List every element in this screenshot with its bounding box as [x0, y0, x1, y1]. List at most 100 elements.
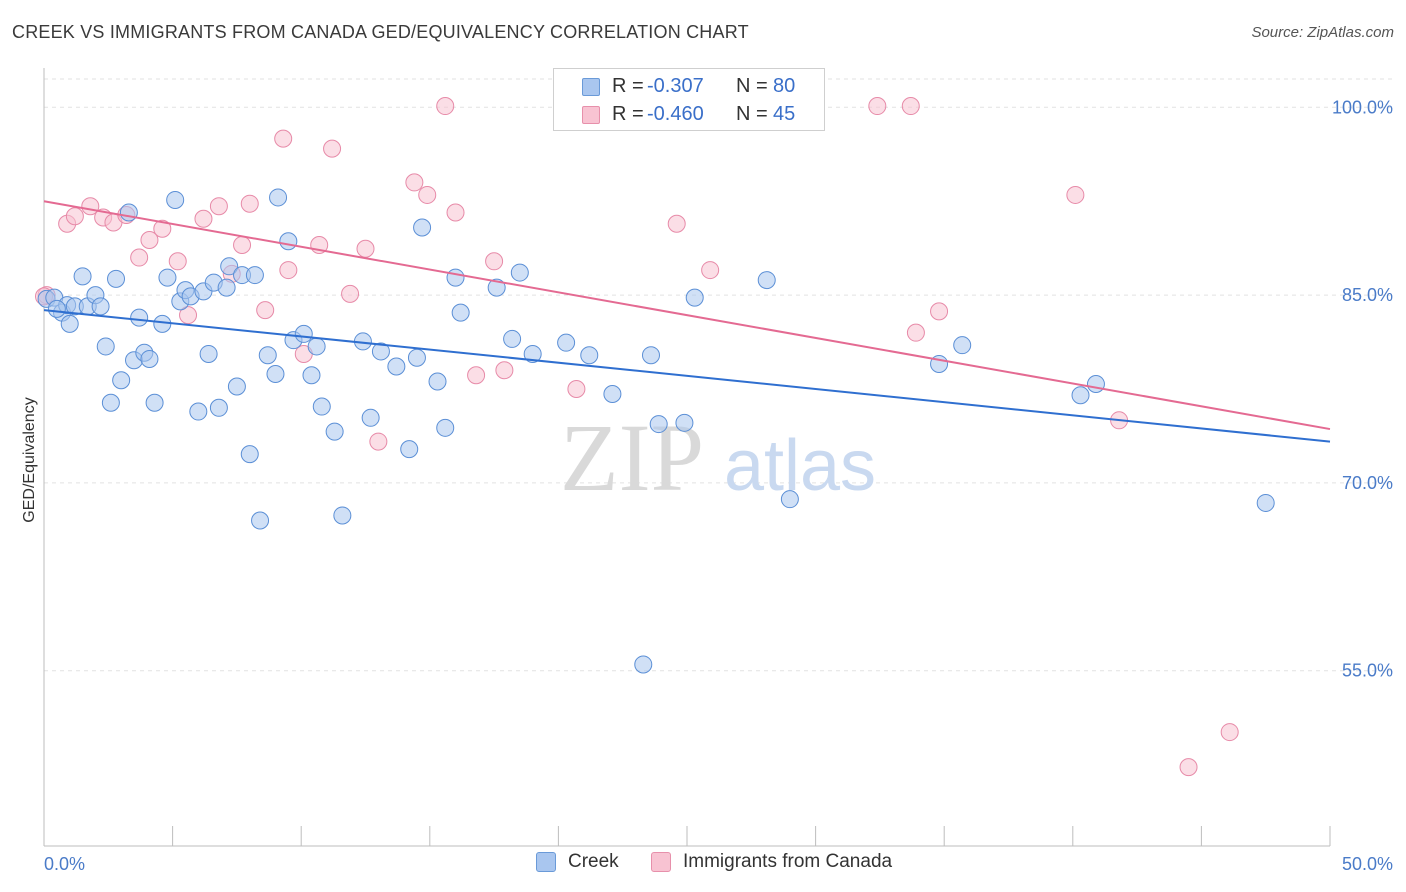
immigrants-point: [446, 203, 465, 222]
y-tick-labels: 55.0% 70.0% 85.0% 100.0%: [1332, 97, 1393, 680]
immigrants-point: [369, 432, 388, 451]
creek-point: [1256, 493, 1275, 512]
creek-point: [641, 346, 660, 365]
immigrants-point: [179, 306, 198, 325]
creek-point: [675, 413, 694, 432]
creek-point: [361, 408, 380, 427]
creek-point: [780, 490, 799, 509]
immigrants-point: [274, 129, 293, 148]
creek-point: [294, 324, 313, 343]
legend-swatch-immigrants: [582, 106, 600, 124]
legend-n-label: N =: [736, 75, 768, 97]
immigrants-point: [341, 284, 360, 303]
legend-swatch-immigrants: [651, 852, 671, 872]
immigrants-point: [436, 97, 455, 116]
legend-r-value: -0.460: [647, 103, 704, 125]
immigrants-point: [1179, 758, 1198, 777]
series-creek-points: [37, 188, 1275, 674]
creek-point: [487, 278, 506, 297]
creek-point: [603, 385, 622, 404]
immigrants-point: [906, 323, 925, 342]
immigrants-point: [405, 173, 424, 192]
creek-point: [279, 232, 298, 251]
immigrants-point: [130, 248, 149, 267]
immigrants-point: [256, 301, 275, 320]
creek-point: [240, 445, 259, 464]
creek-trend-line: [43, 309, 1331, 443]
immigrants-point: [323, 139, 342, 158]
series-legend: Creek Immigrants from Canada: [0, 851, 1406, 879]
immigrants-point: [418, 185, 437, 204]
creek-point: [523, 344, 542, 363]
creek-point: [407, 348, 426, 367]
gridlines: [44, 78, 1394, 672]
creek-point: [91, 297, 110, 316]
creek-point: [96, 337, 115, 356]
creek-point: [153, 314, 172, 333]
legend-item-immigrants[interactable]: Immigrants from Canada: [651, 851, 892, 873]
immigrants-trend-line: [43, 200, 1331, 431]
immigrants-point: [495, 361, 514, 380]
immigrants-point: [930, 302, 949, 321]
immigrants-point: [901, 97, 920, 116]
axes: [43, 68, 1331, 847]
creek-point: [189, 402, 208, 421]
legend-item-creek[interactable]: Creek: [536, 851, 619, 873]
creek-point: [209, 398, 228, 417]
trend-lines: [43, 200, 1331, 443]
immigrants-point: [65, 207, 84, 226]
immigrants-point: [467, 366, 486, 385]
creek-point: [510, 263, 529, 282]
creek-point: [400, 440, 419, 459]
creek-point: [158, 268, 177, 287]
legend-label-immigrants: Immigrants from Canada: [683, 851, 893, 872]
immigrants-point: [279, 261, 298, 280]
immigrants-point: [153, 219, 172, 238]
creek-point: [685, 288, 704, 307]
creek-point: [387, 357, 406, 376]
creek-point: [166, 190, 185, 209]
correlation-legend: R = -0.307 N = 80 R = -0.460 N = 45: [553, 68, 825, 131]
creek-point: [649, 415, 668, 434]
creek-point: [312, 397, 331, 416]
immigrants-point: [233, 236, 252, 255]
y-tick-label: 70.0%: [1342, 473, 1393, 493]
legend-r-value: -0.307: [647, 75, 704, 97]
immigrants-point: [1220, 723, 1239, 742]
creek-point: [302, 366, 321, 385]
creek-point: [227, 377, 246, 396]
creek-point: [107, 269, 126, 288]
immigrants-point: [868, 97, 887, 116]
creek-point: [451, 303, 470, 322]
y-tick-label: 85.0%: [1342, 285, 1393, 305]
legend-r-label: R =: [612, 103, 644, 125]
creek-point: [220, 257, 239, 276]
creek-point: [130, 308, 149, 327]
creek-point: [580, 346, 599, 365]
legend-swatch-creek: [582, 78, 600, 96]
creek-point: [101, 393, 120, 412]
legend-swatch-creek: [536, 852, 556, 872]
legend-n-value: 45: [773, 103, 796, 125]
creek-point: [1086, 375, 1105, 393]
creek-point: [266, 364, 285, 383]
creek-point: [217, 278, 236, 297]
chart-title: CREEK VS IMMIGRANTS FROM CANADA GED/EQUI…: [12, 22, 749, 42]
creek-point: [307, 337, 326, 356]
creek-point: [258, 346, 277, 365]
legend-r-label: R =: [612, 75, 644, 97]
y-tick-label: 100.0%: [1332, 97, 1393, 117]
creek-point: [371, 342, 390, 361]
legend-n-label: N =: [736, 103, 768, 125]
creek-point: [413, 218, 432, 237]
creek-point: [47, 299, 66, 318]
immigrants-point: [240, 194, 259, 213]
creek-point: [251, 511, 270, 530]
creek-point: [145, 393, 164, 412]
creek-point: [428, 372, 447, 391]
creek-point: [245, 266, 264, 285]
creek-point: [557, 333, 576, 352]
immigrants-point: [194, 209, 213, 228]
immigrants-point: [1066, 185, 1085, 204]
